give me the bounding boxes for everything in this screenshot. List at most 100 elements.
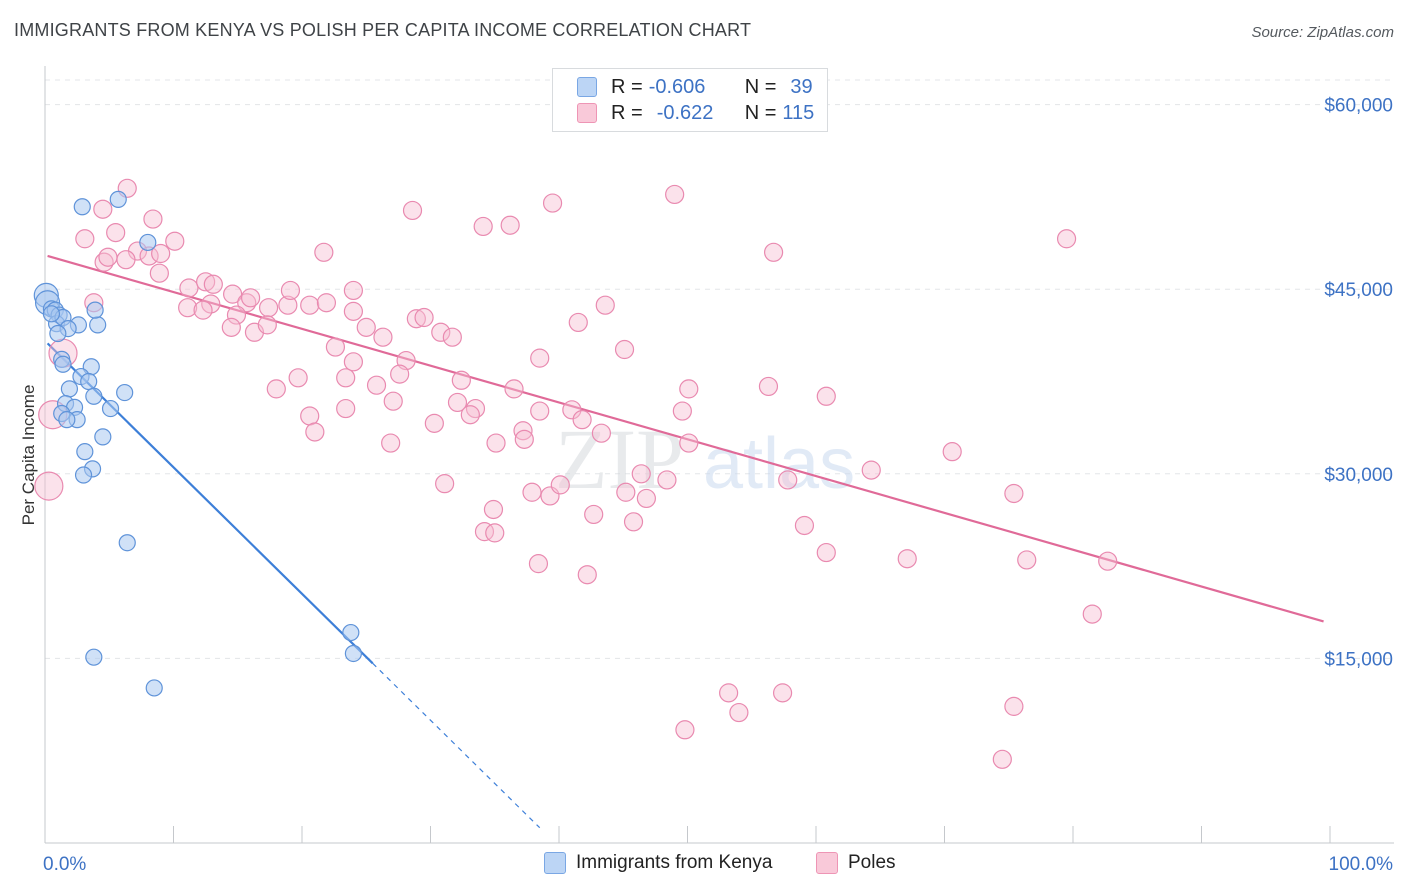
poles-point — [178, 298, 198, 318]
kenya-legend-label: Immigrants from Kenya — [576, 852, 773, 873]
kenya-swatch — [577, 77, 597, 97]
poles-point — [584, 504, 604, 525]
poles-point — [356, 317, 376, 337]
legend-n-value: 115 — [782, 101, 815, 124]
poles-trend-line — [47, 254, 1324, 623]
kenya-point — [54, 355, 72, 373]
poles-point — [1098, 551, 1118, 571]
kenya-points — [33, 190, 362, 697]
kenya-point — [109, 190, 127, 208]
poles-point — [504, 379, 524, 399]
poles-point — [623, 512, 644, 532]
poles-point — [223, 284, 243, 304]
legend-n-label: N = — [744, 101, 777, 124]
poles-point — [106, 223, 126, 243]
poles-point — [778, 470, 798, 490]
source-label: Source: ZipAtlas.com — [1251, 24, 1394, 41]
poles-point — [992, 749, 1012, 769]
poles-point — [402, 200, 423, 221]
kenya-point — [344, 644, 362, 663]
poles-point — [201, 294, 221, 314]
poles-point — [266, 379, 286, 399]
poles-point — [577, 565, 597, 585]
poles-point — [562, 400, 582, 420]
kenya-point — [118, 534, 136, 552]
poles-point — [530, 348, 550, 368]
poles-point — [193, 300, 213, 320]
kenya-point — [42, 305, 61, 323]
poles-point — [116, 250, 136, 270]
poles-point — [758, 376, 779, 397]
poles-point — [672, 401, 692, 421]
poles-point — [568, 312, 588, 333]
poles-point — [719, 683, 739, 703]
poles-point — [314, 242, 334, 262]
trend-lines — [46, 254, 1324, 829]
poles-legend-label: Poles — [848, 852, 896, 873]
poles-point — [861, 460, 881, 480]
poles-point — [435, 474, 455, 494]
poles-point — [278, 295, 298, 315]
legend-r-label: R = — [611, 75, 643, 98]
poles-point — [1004, 696, 1024, 716]
poles-point — [451, 370, 471, 390]
poles-point — [616, 482, 636, 502]
poles-point — [772, 683, 793, 703]
poles-point — [942, 442, 962, 462]
poles-point — [336, 398, 356, 419]
kenya-point — [94, 428, 112, 446]
poles-point — [1004, 483, 1024, 504]
legend-n-value: 39 — [790, 75, 813, 98]
poles-point — [288, 368, 308, 388]
x-tick-label-max: 100.0% — [1329, 854, 1394, 875]
poles-point — [336, 368, 356, 388]
kenya-point — [89, 316, 107, 334]
grid-lines — [45, 79, 1394, 659]
legend-row-kenya: R = -0.606 N = 39 — [577, 74, 813, 100]
poles-point — [257, 315, 277, 335]
poles-point — [325, 337, 346, 357]
kenya-point — [73, 198, 91, 216]
stats-legend: R = -0.606 N = 39 R = -0.622 N = 115 — [552, 68, 828, 132]
legend-n-label: N = — [744, 75, 777, 98]
poles-point — [442, 327, 462, 347]
poles-point — [343, 280, 363, 301]
poles-point — [98, 247, 118, 267]
poles-point — [179, 278, 199, 298]
poles-point — [300, 406, 320, 426]
y-tick-label: $30,000 — [1324, 465, 1393, 486]
poles-point — [522, 482, 542, 502]
kenya-point — [116, 383, 134, 402]
poles-point — [143, 209, 163, 229]
poles-point — [636, 488, 656, 509]
kenya-point — [145, 679, 163, 697]
poles-point — [465, 398, 486, 419]
y-tick-label: $45,000 — [1324, 280, 1393, 301]
poles-point — [343, 352, 363, 372]
poles-point — [1082, 604, 1102, 624]
y-tick-label: $15,000 — [1324, 649, 1393, 670]
poles-point — [373, 327, 393, 347]
poles-point — [483, 499, 504, 520]
poles-point — [93, 199, 113, 219]
poles-point — [679, 433, 699, 453]
poles-point — [794, 515, 815, 536]
poles-point — [816, 542, 836, 563]
kenya-point — [85, 387, 103, 405]
kenya-point — [60, 380, 79, 398]
legend-r-value: -0.622 — [656, 101, 714, 124]
poles-point — [1056, 229, 1077, 249]
poles-point — [595, 295, 615, 315]
poles-point — [383, 391, 403, 411]
poles-point — [414, 307, 434, 328]
kenya-point — [342, 623, 360, 642]
poles-point — [203, 274, 223, 294]
poles-point — [1017, 550, 1037, 570]
poles-point — [591, 423, 612, 443]
poles-point — [34, 471, 64, 501]
poles-legend-swatch — [816, 852, 838, 874]
poles-point — [550, 475, 570, 495]
kenya-point — [85, 648, 103, 666]
poles-point — [280, 280, 301, 301]
kenya-point — [139, 233, 157, 252]
